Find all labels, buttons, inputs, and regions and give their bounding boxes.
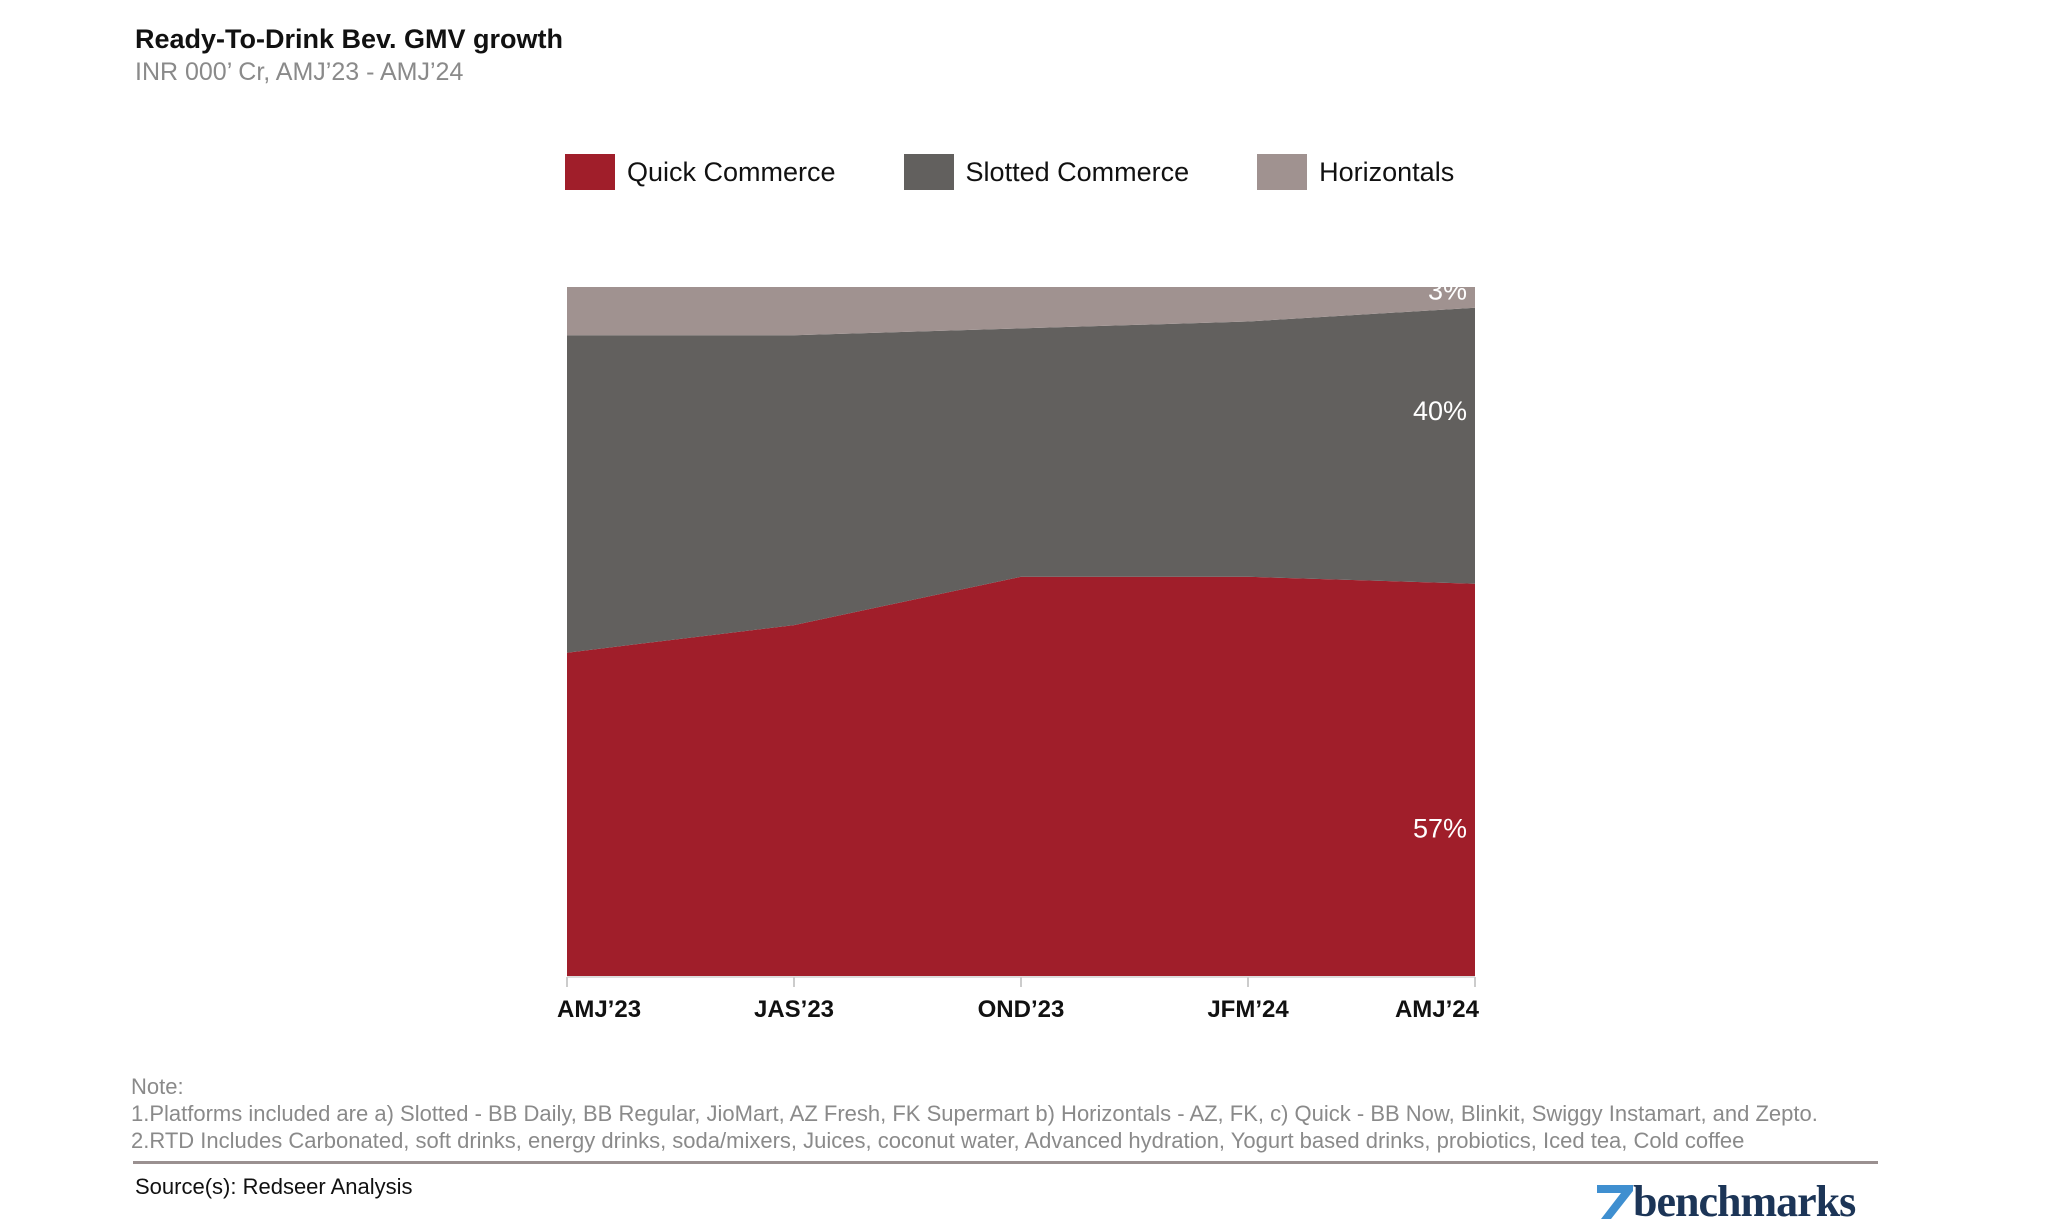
- benchmarks-logo: benchmarks: [1597, 1176, 1856, 1227]
- note-heading: Note:: [131, 1074, 184, 1099]
- area-slotted-commerce: [567, 307, 1475, 653]
- legend-label: Quick Commerce: [627, 156, 836, 187]
- legend-item-slotted-commerce: Slotted Commerce: [903, 154, 1190, 190]
- x-tick-label: AMJ’23: [557, 996, 641, 1023]
- x-tick-label: JFM’24: [1207, 996, 1289, 1023]
- x-tick-label: OND’23: [978, 996, 1065, 1023]
- area-horizontals: [567, 287, 1475, 336]
- logo-arrow-icon: [1597, 1184, 1633, 1219]
- x-tick-label: JAS’23: [754, 996, 834, 1023]
- data-label: 57%: [1413, 814, 1467, 844]
- legend: Quick Commerce Slotted Commerce Horizont…: [565, 154, 1522, 190]
- data-label: 40%: [1413, 396, 1467, 426]
- legend-swatch: [1257, 154, 1308, 190]
- legend-label: Horizontals: [1319, 156, 1455, 187]
- note-line-2: 2.RTD Includes Carbonated, soft drinks, …: [131, 1128, 1745, 1153]
- logo-text: benchmarks: [1633, 1177, 1856, 1226]
- source: Source(s): Redseer Analysis: [135, 1174, 413, 1199]
- legend-swatch: [565, 154, 615, 190]
- x-tick-label: AMJ’24: [1395, 996, 1480, 1023]
- data-label: 3%: [1428, 275, 1467, 305]
- chart-subtitle: INR 000’ Cr, AMJ’23 - AMJ’24: [135, 58, 464, 86]
- chart-title: Ready-To-Drink Bev. GMV growth: [135, 24, 564, 54]
- divider: [133, 1161, 1878, 1164]
- area-quick-commerce: [567, 576, 1475, 977]
- legend-item-quick-commerce: Quick Commerce: [565, 154, 836, 190]
- legend-label: Slotted Commerce: [965, 156, 1190, 187]
- legend-item-horizontals: Horizontals: [1257, 154, 1454, 190]
- note-line-1: 1.Platforms included are a) Slotted - BB…: [131, 1101, 1818, 1126]
- legend-swatch: [903, 154, 954, 190]
